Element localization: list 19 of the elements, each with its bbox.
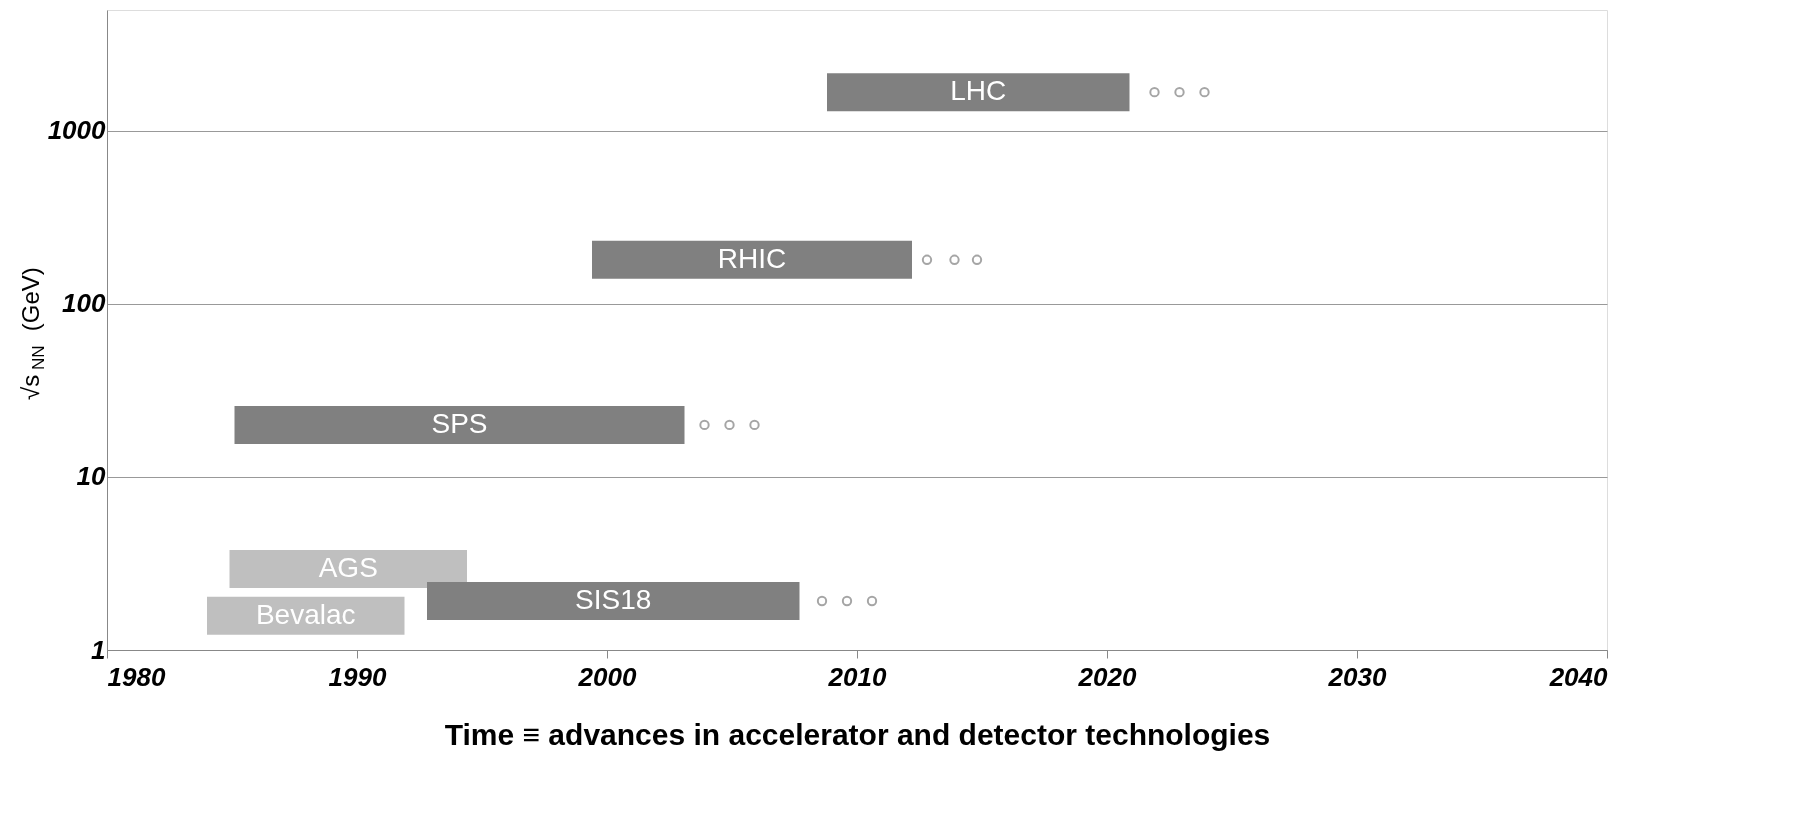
y-tick-label: 1 <box>91 634 106 665</box>
x-tick-label: 2010 <box>827 661 887 692</box>
x-axis-title: Time ≡ advances in accelerator and detector technologies <box>444 717 1271 751</box>
x-tick-label: 2000 <box>577 661 637 692</box>
y-tick-label: 10 <box>76 461 107 492</box>
y-tick-label: 100 <box>62 288 107 319</box>
x-tick-label: 1980 <box>107 661 166 692</box>
x-tick-label: 2040 <box>1548 661 1609 692</box>
series-label: AGS <box>318 551 378 583</box>
series-label: RHIC <box>717 242 787 274</box>
x-tick-label: 1990 <box>328 661 387 692</box>
series-label: LHC <box>950 75 1007 107</box>
series-label: SIS18 <box>575 583 652 615</box>
x-tick-label: 2020 <box>1077 661 1137 692</box>
series-label: Bevalac <box>255 598 356 630</box>
x-tick-label: 2030 <box>1327 661 1387 692</box>
y-tick-label: 1000 <box>47 115 107 146</box>
y-axis-title: √sNN (GeV) <box>17 267 48 400</box>
series-label: SPS <box>431 407 488 439</box>
